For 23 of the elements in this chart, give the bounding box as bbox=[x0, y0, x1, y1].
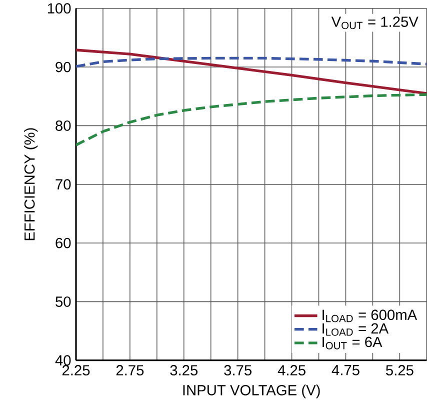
legend-label: I$_{LOAD}$ = 2A bbox=[322, 323, 389, 336]
y-tick-label: 60 bbox=[56, 238, 71, 248]
annotation: V$_{OUT}$ = 1.25V bbox=[331, 16, 418, 30]
x-tick-label: 4.25 bbox=[278, 365, 306, 376]
line-series bbox=[76, 56, 427, 68]
x-tick-label: 3.25 bbox=[170, 365, 198, 376]
line-series bbox=[76, 93, 427, 146]
y-tick-label: 80 bbox=[56, 120, 71, 131]
x-tick-label: 5.25 bbox=[386, 365, 414, 376]
y-tick-label: 70 bbox=[56, 179, 71, 190]
y-tick-label: 90 bbox=[56, 62, 71, 72]
x-tick-label: 2.25 bbox=[62, 365, 90, 376]
x-tick-label: 4.75 bbox=[332, 365, 360, 376]
x-tick-label: 2.75 bbox=[116, 365, 144, 376]
x-axis-title: INPUT VOLTAGE (V) bbox=[183, 384, 320, 398]
line-series bbox=[76, 48, 427, 95]
legend-label: I$_{OUT}$ = 6A bbox=[322, 336, 382, 350]
legend-label: I$_{LOAD}$ = 600mA bbox=[322, 310, 418, 322]
y-axis-title: EFFICIENCY (%) bbox=[24, 128, 38, 240]
y-tick-label: 40 bbox=[55, 355, 71, 366]
y-tick-label: 50 bbox=[56, 296, 71, 307]
y-tick-label: 100 bbox=[48, 3, 71, 14]
x-tick-label: 3.75 bbox=[224, 365, 252, 376]
